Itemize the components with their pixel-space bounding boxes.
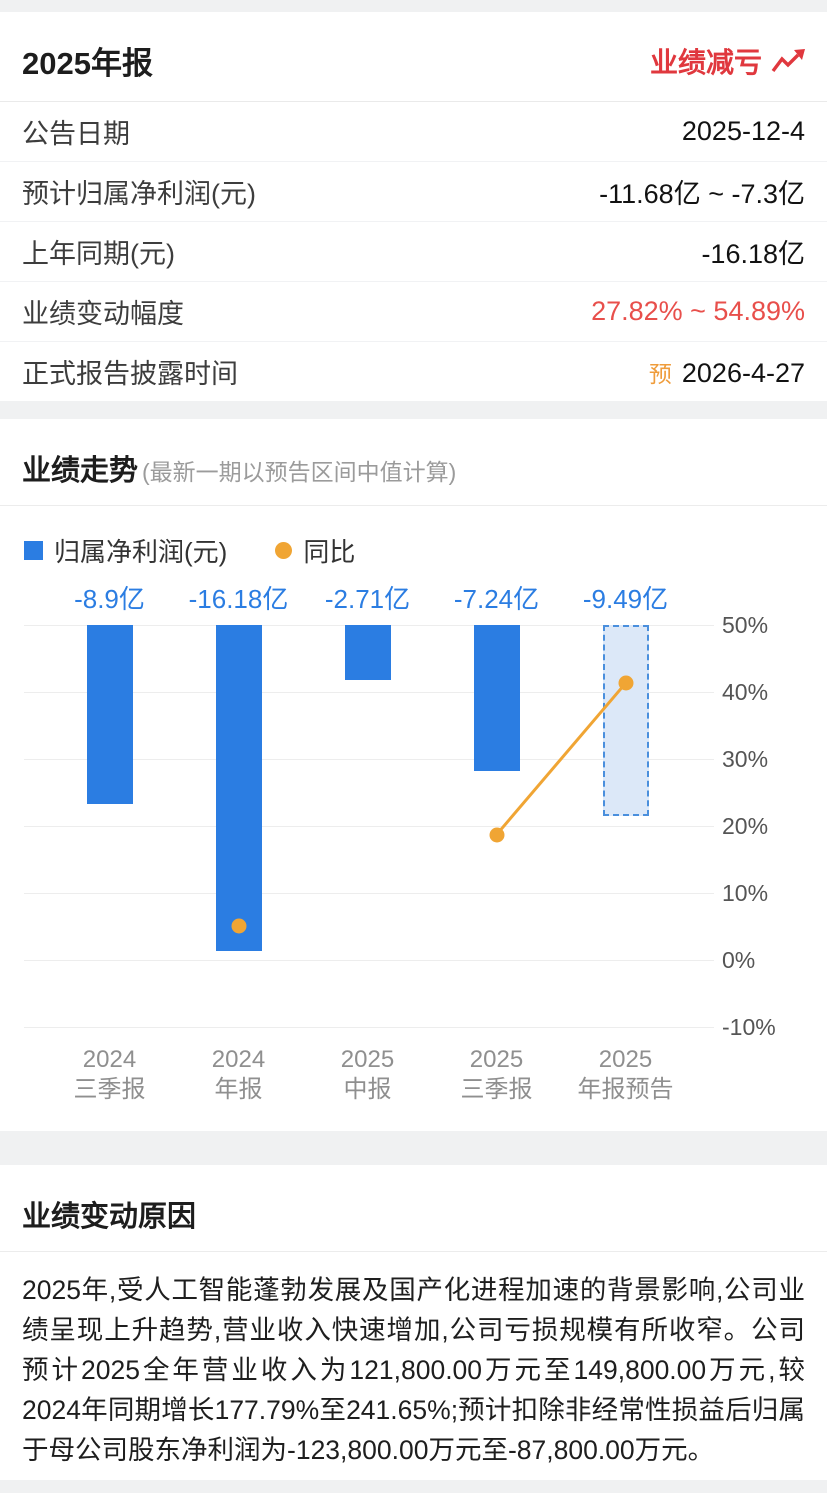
row-change-range: 业绩变动幅度 27.82% ~ 54.89% [0,281,827,341]
section-gap [0,1147,827,1165]
x-axis-label: 2024 年报 [211,1046,266,1103]
status-text: 业绩减亏 [649,46,762,78]
bar-value-label: -2.71亿 [324,584,411,614]
reason-card: 业绩变动原因 2025年,受人工智能蓬勃发展及国产化进程加速的背景影响,公司业绩… [0,1165,827,1480]
y-axis-tick: 40% [722,679,769,705]
field-label: 公告日期 [22,119,130,149]
yoy-point [489,827,504,843]
row-disclosure-date: 正式报告披露时间 预 2026-4-27 [0,341,827,401]
trend-subtitle: (最新一期以预告区间中值计算) [142,459,457,485]
bar-value-label: -7.24亿 [453,584,540,614]
field-label: 正式报告披露时间 [22,359,238,389]
x-axis-label: 2025 年报预告 [577,1046,674,1103]
trend-chart: 50% 40% 30% 20% 10% 0% -10% -8.9亿 2024 三季报 -16.18亿… [20,575,807,1131]
yoy-point [231,918,246,934]
y-axis-tick: -10% [722,1014,776,1040]
legend-line-label: 同比 [303,537,356,567]
top-gap [0,0,827,12]
row-forecast-net-profit: 预计归属净利润(元) -11.68亿 ~ -7.3亿 [0,161,827,221]
field-value: -16.18亿 [701,239,805,269]
bar-value-label: -8.9亿 [74,584,145,614]
grid-line [24,960,714,961]
report-summary-card: 2025年报 业绩减亏 公告日期 2025-12-4 预计归属净利润(元) -1… [0,12,827,401]
bar [86,625,133,805]
legend-line-swatch [275,542,293,559]
trend-card: 业绩走势 (最新一期以预告区间中值计算) 归属净利润(元) 同比 50% 40% 3… [0,419,827,1131]
field-value: 预 2026-4-27 [649,355,805,389]
x-axis-label: 2025 中报 [340,1046,395,1103]
grid-line [24,1027,714,1028]
reason-title: 业绩变动原因 [22,1201,197,1233]
trend-title: 业绩走势 [22,455,139,487]
bar-value-label: -9.49亿 [582,584,669,614]
y-axis-tick: 30% [722,746,769,772]
grid-line [24,893,714,894]
x-axis-label: 2025 三季报 [460,1046,533,1103]
field-value: 2025-12-4 [681,116,805,146]
bar [344,625,391,680]
y-axis-tick: 0% [722,947,756,973]
row-announce-date: 公告日期 2025-12-4 [0,101,827,161]
legend-bar-label: 归属净利润(元) [54,537,228,567]
chart-legend: 归属净利润(元) 同比 [0,506,827,569]
grid-line [24,692,714,693]
forecast-bar [602,625,649,817]
yoy-point [618,675,633,691]
y-axis-tick: 50% [722,612,769,638]
bar [473,625,520,771]
grid-line [24,826,714,827]
y-axis-tick: 10% [722,880,769,906]
trend-header: 业绩走势 (最新一期以预告区间中值计算) [0,419,827,505]
grid-line [24,759,714,760]
x-axis-label: 2024 三季报 [73,1046,146,1103]
bar-value-label: -16.18亿 [188,584,289,614]
divider [0,505,827,506]
section-gap [0,401,827,419]
divider [0,1251,827,1252]
trend-up-icon [771,48,805,72]
forecast-badge: 预 [648,360,672,387]
field-label: 业绩变动幅度 [22,299,184,329]
field-value-text: 2026-4-27 [681,357,805,388]
performance-status: 业绩减亏 [650,41,805,81]
field-label: 上年同期(元) [22,239,175,269]
y-axis-tick: 20% [722,813,769,839]
reason-header: 业绩变动原因 [0,1165,827,1251]
report-title: 2025年报 [22,46,153,81]
reason-paragraph: 2025年,受人工智能蓬勃发展及国产化进程加速的背景影响,公司业绩呈现上升趋势,… [22,1275,805,1465]
row-prior-year: 上年同期(元) -16.18亿 [0,221,827,281]
summary-header: 2025年报 业绩减亏 [0,12,827,101]
field-value: -11.68亿 ~ -7.3亿 [599,179,805,209]
field-value: 27.82% ~ 54.89% [591,296,805,326]
bar [215,625,262,951]
summary-rows: 公告日期 2025-12-4 预计归属净利润(元) -11.68亿 ~ -7.3… [0,101,827,401]
legend-bar-swatch [24,541,43,560]
field-label: 预计归属净利润(元) [22,179,256,209]
